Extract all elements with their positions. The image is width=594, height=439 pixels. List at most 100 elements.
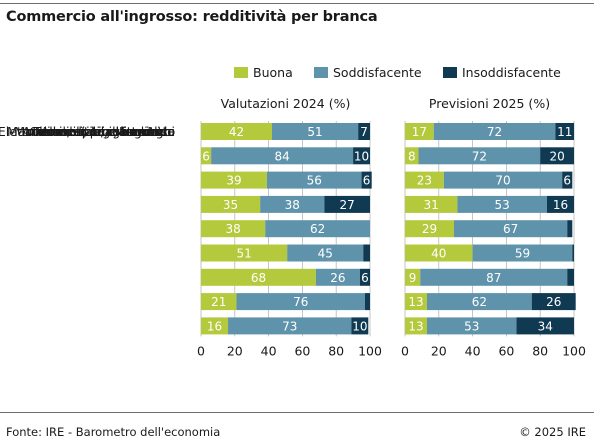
- tick-label-previsioni-2025-0: 0: [401, 343, 409, 358]
- bar-previsioni-2025-mater-edili-legname-ecc-buona: [405, 268, 421, 286]
- bar-valutazioni-2024-altro-soddisfacente: [228, 317, 352, 335]
- legend-label-insoddisfacente: Insoddisfacente: [462, 65, 561, 80]
- data-label-valutazioni-2024-intermediari-commercio-insoddisfacente: 10: [354, 149, 369, 163]
- bar-previsioni-2025-altro-buona: [405, 317, 427, 335]
- bar-previsioni-2025-commercio-all-ingrosso-soddisfacente: [433, 123, 556, 140]
- panel-title-valutazioni-2024: Valutazioni 2024 (%): [221, 96, 351, 111]
- bar-valutazioni-2024-altro-buona: [201, 317, 229, 335]
- data-label-valutazioni-2024-altro-insoddisfacente: 10: [352, 319, 367, 333]
- data-label-previsioni-2025-mater-edili-legname-ecc-soddisfacente: 87: [486, 271, 501, 285]
- data-label-valutazioni-2024-tessili-e-abbigliamento-soddisfacente: 38: [285, 198, 300, 212]
- data-label-valutazioni-2024-altro-soddisfacente: 73: [282, 319, 297, 333]
- bar-previsioni-2025-arredamento-casalinghi-soddisfacente: [454, 220, 568, 238]
- data-label-valutazioni-2024-tessili-e-abbigliamento-buona: 35: [223, 198, 238, 212]
- category-label-tessili-e-abbigliamento: Tessili e abbigliamento: [32, 124, 175, 139]
- bar-valutazioni-2024-macchine-appar-forniture-buona: [201, 244, 288, 262]
- bar-valutazioni-2024-alimentari-e-bevande-soddisfacente: [266, 171, 362, 189]
- data-label-valutazioni-2024-altro-buona: 16: [207, 319, 222, 333]
- tick-label-previsioni-2025-20: 20: [431, 343, 447, 358]
- data-label-valutazioni-2024-macchine-appar-forniture-soddisfacente: 45: [318, 247, 333, 261]
- data-label-previsioni-2025-commercio-all-ingrosso-soddisfacente: 72: [487, 125, 502, 139]
- data-label-previsioni-2025-intermediari-commercio-soddisfacente: 72: [472, 149, 487, 163]
- bar-previsioni-2025-mater-edili-legname-ecc-soddisfacente: [420, 268, 568, 286]
- data-label-previsioni-2025-intermediari-commercio-insoddisfacente: 20: [549, 149, 564, 163]
- data-label-previsioni-2025-elettrodomestici-elettronica-insoddisfacente: 26: [546, 295, 561, 309]
- footer-rule: [0, 412, 594, 413]
- bar-previsioni-2025-macchine-appar-forniture-buona: [405, 244, 473, 262]
- data-label-previsioni-2025-altro-insoddisfacente: 34: [538, 319, 553, 333]
- tick-label-valutazioni-2024-20: 20: [227, 343, 243, 358]
- bar-valutazioni-2024-arredamento-casalinghi-soddisfacente: [265, 220, 370, 238]
- data-label-previsioni-2025-tessili-e-abbigliamento-soddisfacente: 53: [495, 198, 510, 212]
- data-label-valutazioni-2024-alimentari-e-bevande-soddisfacente: 56: [307, 174, 322, 188]
- data-label-previsioni-2025-intermediari-commercio-buona: 8: [408, 149, 416, 163]
- bar-previsioni-2025-tessili-e-abbigliamento-insoddisfacente: [546, 195, 574, 213]
- bar-valutazioni-2024-intermediari-commercio-soddisfacente: [211, 147, 354, 165]
- bar-previsioni-2025-elettrodomestici-elettronica-insoddisfacente: [531, 293, 576, 311]
- bar-previsioni-2025-intermediari-commercio-soddisfacente: [418, 147, 541, 165]
- data-label-previsioni-2025-altro-soddisfacente: 53: [464, 319, 479, 333]
- data-label-valutazioni-2024-macchine-appar-forniture-buona: 51: [236, 247, 251, 261]
- data-label-previsioni-2025-commercio-all-ingrosso-insoddisfacente: 11: [557, 125, 572, 139]
- data-label-previsioni-2025-macchine-appar-forniture-buona: 40: [431, 247, 446, 261]
- source-note: Fonte: IRE - Barometro dell'economia: [6, 425, 221, 439]
- data-label-valutazioni-2024-mater-edili-legname-ecc-insoddisfacente: 6: [361, 271, 369, 285]
- bar-valutazioni-2024-commercio-all-ingrosso-soddisfacente: [271, 123, 359, 140]
- bar-valutazioni-2024-elettrodomestici-elettronica-insoddisfacente: [364, 293, 370, 311]
- bar-previsioni-2025-intermediari-commercio-buona: [405, 147, 419, 165]
- bar-previsioni-2025-altro-soddisfacente: [426, 317, 517, 335]
- data-label-valutazioni-2024-alimentari-e-bevande-insoddisfacente: 6: [363, 174, 371, 188]
- category-label-elettrodomestici-elettronica: Elettrodomestici, elettronica: [0, 124, 175, 139]
- bar-valutazioni-2024-arredamento-casalinghi-buona: [201, 220, 266, 238]
- tick-label-previsioni-2025-100: 100: [562, 343, 586, 358]
- legend-label-buona: Buona: [253, 65, 293, 80]
- bar-valutazioni-2024-commercio-all-ingrosso-buona: [201, 123, 272, 140]
- bar-valutazioni-2024-macchine-appar-forniture-insoddisfacente: [363, 244, 370, 262]
- data-label-previsioni-2025-arredamento-casalinghi-soddisfacente: 67: [503, 222, 518, 236]
- legend-swatch-buona: [234, 67, 248, 78]
- bar-valutazioni-2024-macchine-appar-forniture-soddisfacente: [287, 244, 364, 262]
- data-label-valutazioni-2024-tessili-e-abbigliamento-insoddisfacente: 27: [340, 198, 355, 212]
- tick-label-previsioni-2025-40: 40: [465, 343, 481, 358]
- data-label-previsioni-2025-mater-edili-legname-ecc-buona: 9: [409, 271, 417, 285]
- tick-label-valutazioni-2024-60: 60: [294, 343, 310, 358]
- data-label-previsioni-2025-elettrodomestici-elettronica-buona: 13: [408, 295, 423, 309]
- data-label-previsioni-2025-tessili-e-abbigliamento-insoddisfacente: 16: [553, 198, 568, 212]
- bar-valutazioni-2024-alimentari-e-bevande-insoddisfacente: [361, 171, 372, 189]
- category-label-altro: Altro: [146, 124, 175, 139]
- bar-previsioni-2025-alimentari-e-bevande-insoddisfacente: [562, 171, 573, 189]
- bar-valutazioni-2024-tessili-e-abbigliamento-soddisfacente: [260, 195, 325, 213]
- data-label-valutazioni-2024-commercio-all-ingrosso-soddisfacente: 51: [307, 125, 322, 139]
- category-label-intermediari-commercio: Intermediari commercio: [25, 124, 175, 139]
- bar-valutazioni-2024-alimentari-e-bevande-buona: [201, 171, 267, 189]
- bar-previsioni-2025-tessili-e-abbigliamento-buona: [405, 195, 458, 213]
- bar-valutazioni-2024-mater-edili-legname-ecc-insoddisfacente: [359, 268, 370, 286]
- bar-previsioni-2025-alimentari-e-bevande-buona: [405, 171, 444, 189]
- bar-previsioni-2025-alimentari-e-bevande-soddisfacente: [443, 171, 563, 189]
- bar-previsioni-2025-mater-edili-legname-ecc-insoddisfacente: [567, 268, 574, 286]
- bar-previsioni-2025-intermediari-commercio-insoddisfacente: [540, 147, 574, 165]
- bar-previsioni-2025-commercio-all-ingrosso-buona: [405, 123, 434, 140]
- data-label-previsioni-2025-alimentari-e-bevande-buona: 23: [417, 174, 432, 188]
- legend-label-soddisfacente: Soddisfacente: [333, 65, 422, 80]
- bar-valutazioni-2024-tessili-e-abbigliamento-buona: [201, 195, 261, 213]
- data-label-valutazioni-2024-alimentari-e-bevande-buona: 39: [226, 174, 241, 188]
- data-label-previsioni-2025-alimentari-e-bevande-soddisfacente: 70: [495, 174, 510, 188]
- bar-previsioni-2025-tessili-e-abbigliamento-soddisfacente: [457, 195, 547, 213]
- panel-title-previsioni-2025: Previsioni 2025 (%): [429, 96, 550, 111]
- chart-title: Commercio all'ingrosso: redditività per …: [6, 9, 378, 25]
- bar-previsioni-2025-commercio-all-ingrosso-insoddisfacente: [555, 123, 574, 140]
- data-label-previsioni-2025-tessili-e-abbigliamento-buona: 31: [424, 198, 439, 212]
- tick-label-valutazioni-2024-0: 0: [197, 343, 205, 358]
- data-label-valutazioni-2024-commercio-all-ingrosso-buona: 42: [229, 125, 244, 139]
- category-label-arredamento-casalinghi: Arredamento, casalinghi: [22, 124, 175, 139]
- data-label-valutazioni-2024-intermediari-commercio-buona: 6: [202, 149, 210, 163]
- bar-previsioni-2025-macchine-appar-forniture-soddisfacente: [472, 244, 573, 262]
- data-label-valutazioni-2024-commercio-all-ingrosso-insoddisfacente: 7: [360, 125, 368, 139]
- data-label-previsioni-2025-alimentari-e-bevande-insoddisfacente: 6: [563, 174, 571, 188]
- data-label-valutazioni-2024-arredamento-casalinghi-buona: 38: [225, 222, 240, 236]
- tick-label-valutazioni-2024-40: 40: [261, 343, 277, 358]
- bar-valutazioni-2024-elettrodomestici-elettronica-buona: [201, 293, 237, 311]
- data-label-previsioni-2025-arredamento-casalinghi-buona: 29: [422, 222, 437, 236]
